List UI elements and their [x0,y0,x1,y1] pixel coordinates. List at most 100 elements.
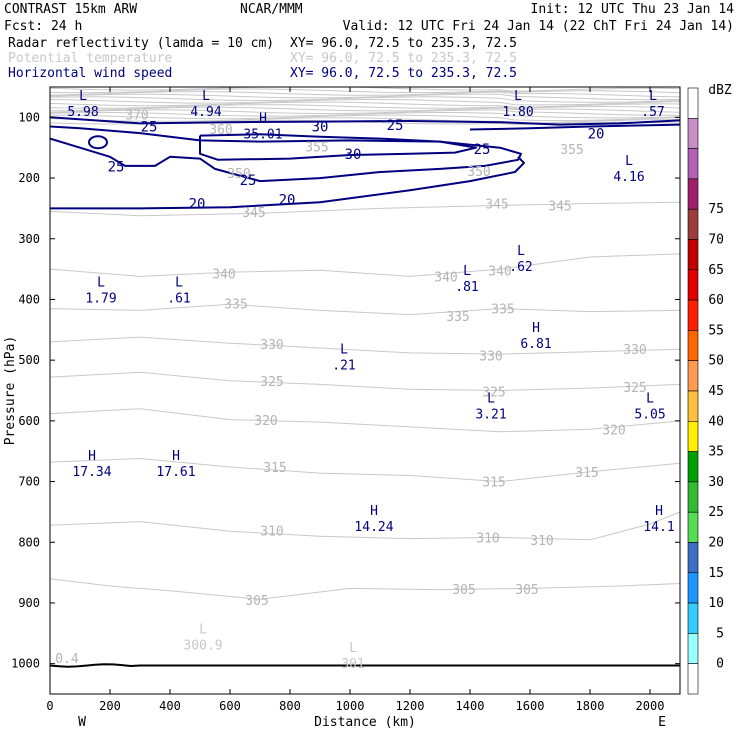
init-time: Init: 12 UTC Thu 23 Jan 14 [531,2,735,17]
theta-contour-label: 330 [623,343,646,358]
wind-contour-label: 20 [189,197,206,213]
extremum-marker: L [175,275,183,290]
colorbar-tick-label: 5 [716,626,724,641]
surface-label: 0.4 [55,652,79,667]
x-tick-label: 1200 [396,699,425,713]
theta-contour-label: 335 [224,298,247,313]
theta-contour-label: 330 [479,349,502,364]
theta-contour-label: 340 [488,264,511,279]
theta-contour-line [50,117,680,124]
y-tick-label: 500 [18,353,40,367]
wind-contour-label: 25 [387,118,404,134]
west-label: W [78,715,86,730]
theta-contour-label: 305 [452,583,475,598]
theta-contour-line [50,93,680,101]
field-name-wind: Horizontal wind speed [8,66,172,81]
field-xy-wind: XY= 96.0, 72.5 to 235.3, 72.5 [290,66,517,81]
x-axis-label: Distance (km) [314,715,416,730]
theta-contour-label: 315 [482,476,505,491]
extremum-marker: L [649,89,657,104]
extremum-marker: L [340,343,348,358]
colorbar-swatch [687,420,699,452]
theta-contour-label: 310 [476,531,499,546]
wind-contour-label: 25 [108,160,125,176]
extremum-marker: L [487,391,495,406]
colorbar-tick-label: 20 [708,536,724,551]
x-tick-label: 600 [219,699,241,713]
colorbar-tick-label: 75 [708,202,724,217]
extremum-marker: L [202,89,210,104]
wind-contour-label: 30 [312,119,329,135]
wind-contour-line [199,133,477,161]
wind-contours [50,116,680,668]
y-tick-label: 900 [18,596,40,610]
theta-contour-label: 355 [560,143,583,158]
wind-contour-label: 25 [240,173,257,189]
colorbar-swatch [687,633,699,665]
extremum-marker: L [349,641,357,656]
extremum-value: .21 [332,359,355,374]
colorbar-swatch [687,118,699,149]
theta-contour-label: 350 [227,167,250,182]
theta-contour-line [50,99,680,106]
extremum-value: .62 [509,260,532,275]
wind-contour-line [469,123,680,131]
model-title: CONTRAST 15km ARW [4,2,137,17]
theta-contour-line [50,457,680,483]
theta-contour-label: 340 [434,270,457,285]
x-tick-label: 400 [159,699,181,713]
theta-contour-label: 325 [623,381,646,396]
field-name-reflectivity: Radar reflectivity (lamda = 10 cm) [8,36,274,51]
extremum-marker: H [172,449,180,464]
extremum-marker: L [646,391,654,406]
y-tick-label: 300 [18,232,40,246]
theta-contour-line [50,101,680,108]
extremum-value: .81 [455,280,478,295]
extremum-value: 4.94 [190,105,221,120]
theta-contour-label: 315 [575,466,598,481]
y-tick-label: 600 [18,414,40,428]
extremum-value: 301 [341,657,364,672]
theta-contour-label: 360 [209,123,232,138]
extremum-value: 1.80 [502,105,533,120]
extremum-marker: L [514,89,522,104]
theta-contour-label: 345 [548,199,571,214]
colorbar-swatch [687,572,699,604]
colorbar-tick-label: 0 [716,657,724,672]
extremum-value: .61 [167,291,190,306]
colorbar-unit: dBZ [708,83,732,98]
theta-contour-line [50,303,680,316]
theta-contour-line [50,112,680,119]
colorbar-tick-label: 60 [708,293,724,308]
extremum-marker: L [97,275,105,290]
colorbar-tick-label: 70 [708,233,724,248]
wind-contour-label: 20 [588,127,605,143]
x-tick-label: 0 [46,699,53,713]
extremum-marker: L [625,154,633,169]
x-tick-label: 1400 [456,699,485,713]
colorbar-swatch [687,542,699,574]
wind-contour-label: 30 [345,147,362,163]
y-tick-label: 1000 [11,657,40,671]
theta-contour-label: 325 [482,386,505,401]
colorbar-swatch [687,87,699,119]
theta-contour-label: 310 [260,525,283,540]
y-axis-label: Pressure (hPa) [3,336,18,446]
theta-contour-line [50,96,680,103]
theta-contour-label: 335 [491,303,514,318]
theta-contour-label: 335 [446,310,469,325]
plot-area: 370 360 355 355 350 350 345 345 345 340 340 340 335 3… [49,86,681,695]
theta-contour-label: 345 [242,206,265,221]
y-tick-label: 800 [18,535,40,549]
field-xy-reflectivity: XY= 96.0, 72.5 to 235.3, 72.5 [290,36,517,51]
y-tick-label: 100 [18,110,40,124]
theta-contour-label: 305 [515,583,538,598]
colorbar-swatch [687,239,699,271]
plot-frame [49,86,681,695]
wind-contour-line [50,116,680,126]
y-tick-label: 200 [18,171,40,185]
colorbar-swatch [687,178,699,210]
extremum-value: 3.21 [475,407,506,422]
theta-contour-label: 370 [125,108,148,123]
x-tick-label: 200 [99,699,121,713]
